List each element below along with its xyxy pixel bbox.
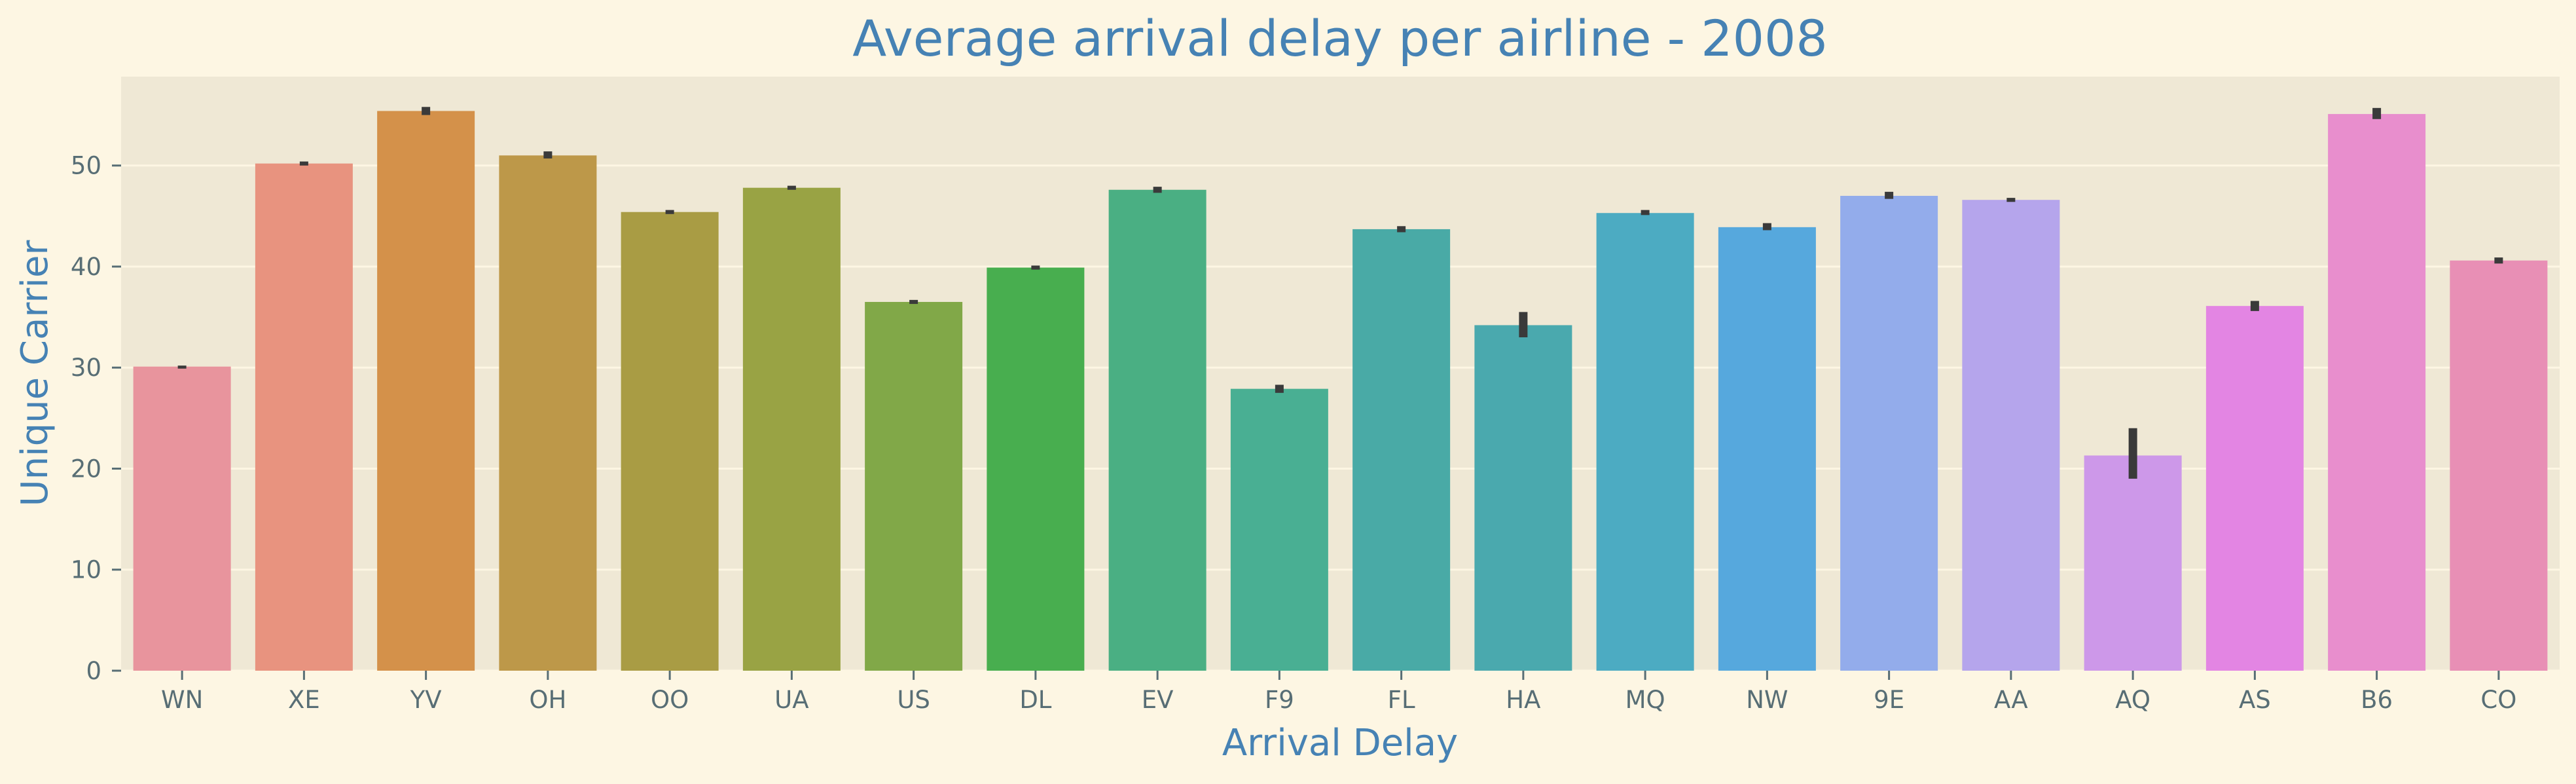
- x-tick-label-OH: OH: [529, 686, 566, 714]
- bar-FL: [1352, 229, 1451, 671]
- bar-DL: [987, 267, 1085, 671]
- x-tick-label-UA: UA: [774, 686, 808, 714]
- bar-AA: [1962, 200, 2060, 671]
- bar-YV: [377, 111, 475, 671]
- y-tick-label: 30: [71, 354, 101, 382]
- bar-HA: [1474, 325, 1572, 671]
- bar-NW: [1718, 227, 1816, 671]
- x-tick-label-EV: EV: [1142, 686, 1174, 714]
- bar-US: [865, 301, 963, 671]
- x-axis-label: Arrival Delay: [1222, 722, 1458, 764]
- bars: [133, 111, 2548, 671]
- bar-OH: [499, 155, 597, 671]
- y-tick-label: 50: [71, 152, 101, 180]
- x-tick-label-FL: FL: [1388, 686, 1415, 714]
- x-tick-label-B6: B6: [2361, 686, 2393, 714]
- bar-OO: [621, 212, 719, 671]
- x-tick-label-OO: OO: [651, 686, 689, 714]
- error-bars: [177, 107, 2503, 479]
- bar-AQ: [2084, 455, 2182, 671]
- bar-F9: [1230, 388, 1328, 671]
- x-tick-label-XE: XE: [288, 686, 320, 714]
- y-tick-label: 20: [71, 455, 101, 483]
- x-tick-label-HA: HA: [1506, 686, 1540, 714]
- bar-9E: [1840, 196, 1938, 671]
- x-tick-label-US: US: [897, 686, 930, 714]
- bar-MQ: [1596, 213, 1694, 671]
- x-tick-label-WN: WN: [161, 686, 203, 714]
- y-axis-label: Unique Carrier: [14, 240, 56, 507]
- x-tick-label-AQ: AQ: [2115, 686, 2150, 714]
- bar-UA: [742, 187, 841, 671]
- x-tick-label-AA: AA: [1994, 686, 2028, 714]
- x-tick-label-NW: NW: [1746, 686, 1788, 714]
- bar-B6: [2328, 114, 2426, 671]
- bar-WN: [133, 366, 231, 671]
- chart-title: Average arrival delay per airline - 2008: [852, 9, 1827, 67]
- x-tick-label-CO: CO: [2480, 686, 2516, 714]
- y-axis-ticks: 0 10 20 30 40 50: [71, 152, 121, 685]
- x-tick-label-F9: F9: [1265, 686, 1294, 714]
- x-tick-label-9E: 9E: [1874, 686, 1904, 714]
- x-axis-ticks: WN XE YV OH OO UA US DL EV F9 FL HA MQ NW 9E AA AQ AS B6 CO: [161, 671, 2516, 714]
- bar-AS: [2205, 306, 2304, 671]
- x-tick-label-MQ: MQ: [1625, 686, 1665, 714]
- y-tick-label: 0: [86, 657, 101, 685]
- y-tick-label: 40: [71, 253, 101, 281]
- bar-EV: [1108, 189, 1206, 671]
- x-tick-label-YV: YV: [410, 686, 442, 714]
- y-tick-label: 10: [71, 556, 101, 584]
- bar-CO: [2450, 260, 2548, 671]
- bar-XE: [255, 163, 353, 671]
- x-tick-label-DL: DL: [1019, 686, 1051, 714]
- x-tick-label-AS: AS: [2239, 686, 2271, 714]
